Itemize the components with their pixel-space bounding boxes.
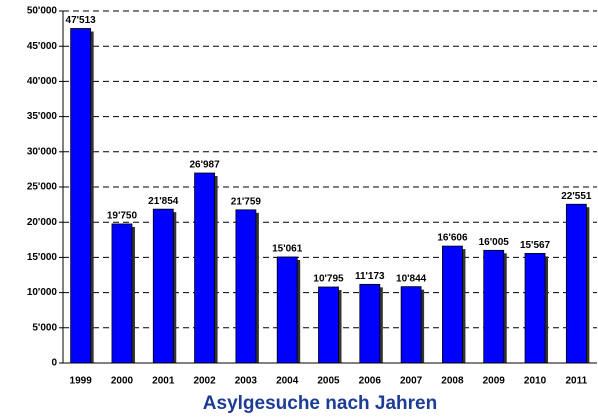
- bar: [194, 172, 215, 364]
- value-label: 26'987: [189, 160, 220, 171]
- y-tick-label: 0: [51, 358, 57, 369]
- y-tick-label: 50'000: [27, 6, 58, 17]
- bar: [235, 209, 257, 364]
- y-tick-label: 15'000: [27, 252, 58, 263]
- x-tick-label: 2010: [524, 376, 547, 387]
- x-tick-label: 2000: [111, 376, 134, 387]
- value-label: 16'005: [479, 237, 510, 248]
- value-label: 10'844: [396, 273, 427, 284]
- value-label: 19'750: [107, 211, 138, 222]
- bar: [152, 208, 174, 364]
- value-label: 16'606: [437, 233, 468, 244]
- y-tick-label: 10'000: [27, 287, 58, 298]
- value-label: 15'567: [520, 240, 551, 251]
- bar: [483, 249, 505, 364]
- x-tick-label: 2007: [400, 376, 423, 387]
- x-tick-label: 2008: [441, 376, 464, 387]
- x-tick-label: 2001: [152, 376, 175, 387]
- x-tick-label: 2011: [565, 376, 587, 387]
- value-label: 47'513: [66, 15, 97, 26]
- value-label: 11'173: [355, 271, 385, 282]
- value-label: 21'854: [148, 196, 179, 207]
- bar: [111, 223, 133, 364]
- value-label: 15'061: [272, 244, 303, 255]
- y-tick-label: 25'000: [27, 182, 58, 193]
- y-tick-label: 5'000: [32, 322, 57, 333]
- bar: [400, 286, 422, 364]
- chart-title: Asylgesuche nach Jahren: [203, 393, 437, 414]
- bar: [442, 245, 463, 364]
- x-tick-label: 2004: [276, 376, 299, 387]
- x-tick-label: 2002: [193, 376, 216, 387]
- bar: [524, 253, 546, 364]
- x-tick-label: 2009: [483, 376, 506, 387]
- bar: [276, 256, 298, 364]
- y-tick-label: 20'000: [27, 217, 58, 228]
- x-tick-label: 2006: [359, 376, 382, 387]
- y-tick-label: 40'000: [27, 76, 58, 87]
- value-label: 10'795: [313, 274, 344, 285]
- bar: [359, 283, 381, 364]
- x-tick-label: 2003: [235, 376, 258, 387]
- bar: [565, 203, 587, 364]
- y-tick-label: 35'000: [27, 111, 58, 122]
- x-tick-label: 1999: [70, 376, 93, 387]
- y-tick-label: 45'000: [27, 41, 58, 52]
- bar: [70, 28, 92, 364]
- x-tick-label: 2005: [317, 376, 340, 387]
- value-label: 22'551: [561, 191, 592, 202]
- bar: [318, 286, 339, 364]
- y-tick-label: 30'000: [27, 146, 58, 157]
- value-label: 21'759: [231, 196, 262, 207]
